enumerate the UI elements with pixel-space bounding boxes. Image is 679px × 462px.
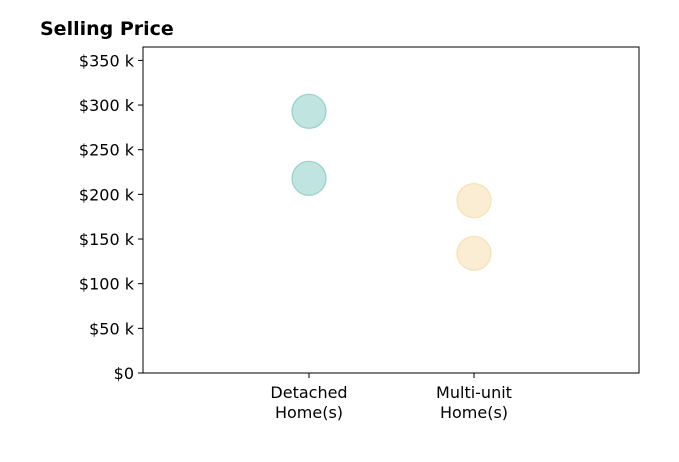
- y-tick-label: $200 k: [79, 185, 135, 204]
- y-tick-label: $250 k: [79, 141, 135, 160]
- x-category-label: Multi-unit Home(s): [436, 383, 512, 422]
- data-point: [456, 183, 492, 219]
- x-axis: Detached Home(s) Multi-unit Home(s): [270, 373, 512, 422]
- plot-frame: [142, 46, 640, 374]
- y-tick-label: $150 k: [79, 230, 135, 249]
- data-point: [291, 160, 327, 196]
- y-tick-label: $350 k: [79, 51, 135, 70]
- y-tick-label: $300 k: [79, 96, 135, 115]
- plot-area: [291, 93, 492, 271]
- y-tick-label: $100 k: [79, 275, 135, 294]
- data-point: [456, 235, 492, 271]
- y-tick-label: $50 k: [89, 319, 135, 338]
- y-tick-label: $0: [114, 364, 134, 383]
- x-category-label: Detached Home(s): [270, 383, 347, 422]
- data-point: [291, 93, 327, 129]
- chart-title: Selling Price: [40, 18, 174, 40]
- y-axis: $0 $50 k $100 k $150 k $200 k $250 k $300 k $35…: [79, 51, 143, 383]
